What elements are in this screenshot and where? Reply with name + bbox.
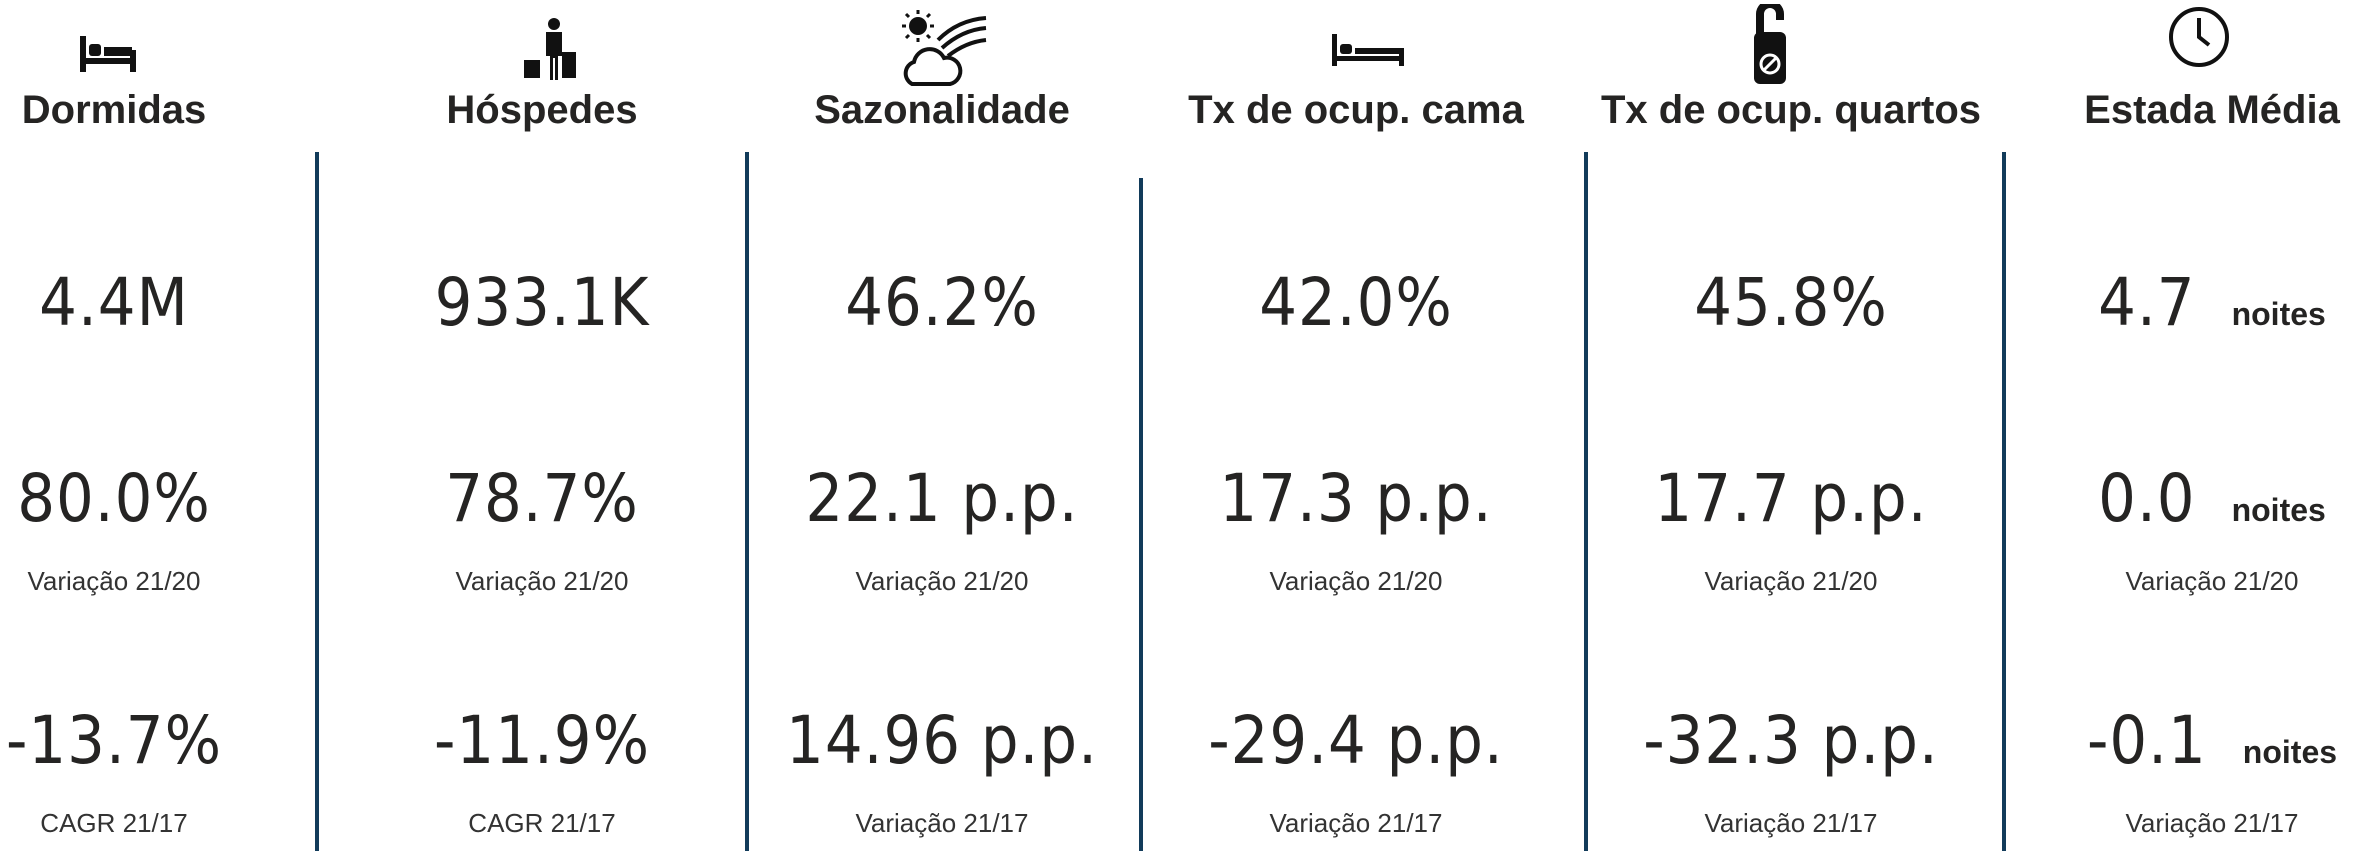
kpi-title: Hóspedes [446,88,638,132]
kpi-trend: -11.9% [433,702,651,779]
kpi-value-row: 45.8% [1581,264,2001,341]
kpi-label: CAGR 21/17 [468,808,616,838]
kpi-change: 0.0 [2098,460,2196,537]
kpi-change-row: 0.0 noites [2002,460,2376,537]
kpi-title: Dormidas [21,88,207,132]
kpi-trend-row: -0.1 noites [2002,702,2376,779]
kpi-trend: -29.4 p.p. [1208,702,1504,779]
kpi-column: Estada Média 4.7 noites 0.0 noites Variação 2… [2002,0,2376,851]
guest-icon [524,18,576,80]
kpi-column: Dormidas 4.4M 80.0% Variação 21/20 -13.7% CAG… [0,0,324,851]
kpi-change: 17.7 p.p. [1654,460,1928,537]
kpi-label: Variação 21/20 [855,566,1029,596]
divider [745,152,749,851]
kpi-label: Variação 21/20 [455,566,629,596]
kpi-trend: -0.1 [2086,702,2207,779]
kpi-trend: -32.3 p.p. [1643,702,1939,779]
kpi-label: Variação 21/20 [1269,566,1443,596]
divider [1584,152,1588,851]
kpi-value: 4.7 [2098,264,2196,341]
kpi-value: 4.4M [39,264,189,341]
kpi-value-row: 4.7 noites [2002,264,2376,341]
kpi-value-row: 42.0% [1146,264,1566,341]
kpi-title: Tx de ocup. quartos [1600,88,1982,132]
door-hanger-icon [1754,4,1786,84]
kpi-trend-row: -11.9% [332,702,752,779]
kpi-label: Variação 21/20 [2125,566,2299,596]
kpi-value-row: 4.4M [0,264,324,341]
kpi-trend: -13.7% [5,702,223,779]
kpi-title: Sazonalidade [814,88,1070,132]
kpi-value: 42.0% [1259,264,1453,341]
kpi-trend-row: 14.96 p.p. [732,702,1152,779]
kpi-unit: noites [2231,296,2326,332]
kpi-trend: 14.96 p.p. [786,702,1098,779]
kpi-change: 17.3 p.p. [1219,460,1493,537]
kpi-label: Variação 21/17 [1269,808,1443,838]
divider [1139,178,1143,851]
kpi-column: Tx de ocup. cama 42.0% 17.3 p.p. Variação 2… [1146,0,1566,851]
divider [315,152,319,851]
kpi-change-row: 22.1 p.p. [732,460,1152,537]
kpi-label: Variação 21/20 [1704,566,1878,596]
kpi-change: 22.1 p.p. [805,460,1079,537]
divider [2002,152,2006,851]
kpi-change-row: 17.3 p.p. [1146,460,1566,537]
kpi-label: CAGR 21/17 [40,808,188,838]
kpi-value: 46.2% [845,264,1039,341]
kpi-change: 80.0% [17,460,211,537]
kpi-unit: noites [2231,492,2326,528]
season-icon [902,10,987,86]
kpi-label: Variação 21/17 [2125,808,2299,838]
kpi-trend-row: -32.3 p.p. [1581,702,2001,779]
kpi-trend-row: -29.4 p.p. [1146,702,1566,779]
kpi-trend-row: -13.7% [0,702,324,779]
bed-icon [1332,34,1404,66]
kpi-label: Variação 21/20 [27,566,201,596]
kpi-value: 45.8% [1694,264,1888,341]
kpi-value-row: 46.2% [732,264,1152,341]
kpi-title: Estada Média [2084,88,2340,132]
kpi-label: Variação 21/17 [1704,808,1878,838]
kpi-value: 933.1K [434,264,650,341]
kpi-column: Tx de ocup. quartos 45.8% 17.7 p.p. Variaçã… [1581,0,2001,851]
kpi-unit: noites [2242,734,2338,770]
kpi-change-row: 78.7% [332,460,752,537]
clock-icon [2169,7,2229,67]
kpi-label: Variação 21/17 [855,808,1029,838]
kpi-change-row: 17.7 p.p. [1581,460,2001,537]
bed-icon [80,36,136,72]
kpi-change-row: 80.0% [0,460,324,537]
kpi-column: Hóspedes 933.1K 78.7% Variação 21/20 -11.9% C… [332,0,752,851]
kpi-title: Tx de ocup. cama [1188,88,1524,132]
kpi-value-row: 933.1K [332,264,752,341]
kpi-column: Sazonalidade 46.2% 22.1 p.p. Variação 21/20… [732,0,1152,851]
kpi-change: 78.7% [445,460,639,537]
